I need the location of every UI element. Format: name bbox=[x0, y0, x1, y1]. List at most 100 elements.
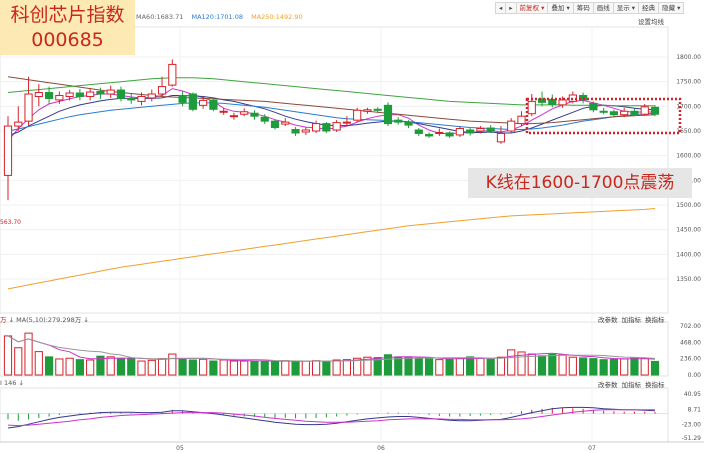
volume-bar bbox=[579, 357, 588, 376]
price-tick-label: 1350.00 bbox=[676, 276, 701, 283]
candle-body bbox=[137, 95, 146, 102]
edit-params-button[interactable]: 改参数 bbox=[598, 381, 618, 389]
volume-bar bbox=[650, 360, 660, 376]
macd-dif-line bbox=[7, 406, 656, 429]
candle-body bbox=[301, 129, 310, 133]
volume-panel-tools: 改参数 加指标 换指标 bbox=[594, 314, 665, 324]
candle-body bbox=[558, 99, 567, 106]
candle-body bbox=[435, 131, 444, 134]
candle-body bbox=[14, 121, 23, 127]
price-tick-label: 1600.00 bbox=[676, 153, 701, 160]
volume-bar bbox=[486, 358, 495, 376]
chips-button[interactable]: 筹码 bbox=[572, 2, 594, 14]
volume-bar bbox=[517, 351, 526, 376]
overlay-dropdown[interactable]: 叠加 ▾ bbox=[547, 2, 574, 14]
volume-bar bbox=[312, 360, 321, 376]
grid-layer bbox=[0, 27, 668, 442]
volume-bar bbox=[270, 360, 280, 376]
ma250-line bbox=[7, 208, 656, 290]
classic-button[interactable]: 经典 bbox=[638, 2, 660, 14]
switch-indicator-button[interactable]: 换指标 bbox=[645, 316, 665, 324]
candle-body bbox=[24, 93, 33, 122]
candle-body bbox=[188, 93, 197, 110]
highlight-box bbox=[525, 97, 682, 135]
volume-bar bbox=[250, 360, 259, 376]
volume-ma: MA(5,10):279.298万 bbox=[16, 316, 82, 324]
volume-bar bbox=[24, 332, 33, 376]
volume-bar bbox=[558, 354, 567, 376]
add-indicator-button[interactable]: 加指标 bbox=[621, 381, 642, 389]
volume-bar bbox=[260, 360, 269, 376]
candle-body bbox=[609, 111, 619, 116]
candle-body bbox=[209, 99, 218, 110]
candle-body bbox=[55, 94, 64, 101]
macd-legend: I 146 ↓ bbox=[0, 379, 24, 387]
candle-body bbox=[199, 99, 208, 106]
range-annotation: K线在1600-1700点震荡 bbox=[468, 168, 692, 198]
candle-body bbox=[630, 110, 639, 115]
candle-body bbox=[260, 116, 269, 122]
add-indicator-button[interactable]: 加指标 bbox=[621, 316, 642, 324]
ma5-line bbox=[7, 88, 656, 142]
volume-bar bbox=[137, 360, 146, 376]
index-code: 000685 bbox=[31, 29, 104, 51]
ma-settings-link[interactable]: 设置均线 bbox=[638, 18, 664, 26]
volume-bar bbox=[322, 360, 331, 376]
switch-indicator-button[interactable]: 换指标 bbox=[645, 381, 665, 389]
adjust-dropdown[interactable]: 前复权 ▾ bbox=[515, 2, 549, 14]
chart-toolbar: ◂ ▸ 前复权 ▾ 叠加 ▾ 筹码 画线 显示 ▾ 经典 隐藏 ▾ bbox=[495, 2, 685, 14]
hide-dropdown[interactable]: 隐藏 ▾ bbox=[658, 2, 685, 14]
candle-body bbox=[527, 100, 536, 115]
price-tick-label: 1400.00 bbox=[676, 251, 701, 258]
candle-body bbox=[291, 129, 300, 134]
macd-panel bbox=[0, 387, 669, 443]
volume-bar bbox=[301, 360, 310, 376]
macd-tick-label: 8.71 bbox=[688, 406, 702, 413]
volume-bar bbox=[229, 360, 239, 376]
volume-bar bbox=[157, 358, 167, 376]
volume-bar bbox=[178, 358, 187, 376]
candle-body bbox=[240, 111, 249, 115]
volume-bar bbox=[383, 354, 393, 376]
min-price-label: 563.70 bbox=[0, 219, 21, 226]
volume-bar bbox=[630, 357, 639, 376]
macd-tick-label: 40.95 bbox=[684, 391, 701, 398]
volume-bar bbox=[353, 357, 362, 376]
volume-tick-label: 236.00 bbox=[680, 356, 701, 363]
volume-bar bbox=[599, 359, 608, 376]
display-dropdown[interactable]: 显示 ▾ bbox=[612, 2, 640, 14]
candle-body bbox=[332, 122, 341, 131]
candle-body bbox=[250, 112, 259, 117]
volume-bar bbox=[414, 357, 423, 376]
volume-bar bbox=[75, 359, 84, 376]
price-tick-label: 1450.00 bbox=[676, 227, 701, 234]
price-tick-label: 1500.00 bbox=[676, 202, 701, 209]
volume-tick-label: 468.00 bbox=[680, 339, 701, 346]
volume-bar bbox=[466, 356, 475, 376]
volume-ma10-line bbox=[7, 335, 656, 362]
index-title-box: 科创芯片指数 000685 bbox=[0, 0, 135, 55]
ma250-legend: MA250:1492.90 bbox=[251, 13, 303, 21]
volume-bar bbox=[435, 359, 444, 376]
candlestick-layer bbox=[3, 59, 660, 201]
volume-bar bbox=[445, 358, 454, 376]
x-tick-label: 06 bbox=[377, 445, 385, 452]
volume-tick-label: 0.00 bbox=[688, 372, 702, 379]
volume-bar bbox=[209, 360, 218, 376]
volume-bar bbox=[168, 353, 177, 376]
candle-body bbox=[229, 115, 239, 118]
ma120-legend: MA120:1701.08 bbox=[191, 13, 244, 21]
edit-params-button[interactable]: 改参数 bbox=[598, 316, 618, 324]
macd-tick-label: -23.00 bbox=[682, 422, 702, 429]
volume-bar bbox=[147, 359, 156, 376]
candle-body bbox=[650, 106, 660, 115]
candle-body bbox=[322, 123, 331, 132]
candle-body bbox=[363, 109, 372, 112]
candle-body bbox=[219, 110, 228, 113]
volume-bar bbox=[106, 356, 115, 376]
candle-body bbox=[75, 92, 84, 97]
ma20-line bbox=[7, 102, 656, 132]
candle-body bbox=[517, 115, 526, 125]
draw-button[interactable]: 画线 bbox=[592, 2, 614, 14]
volume-bar bbox=[455, 357, 464, 376]
